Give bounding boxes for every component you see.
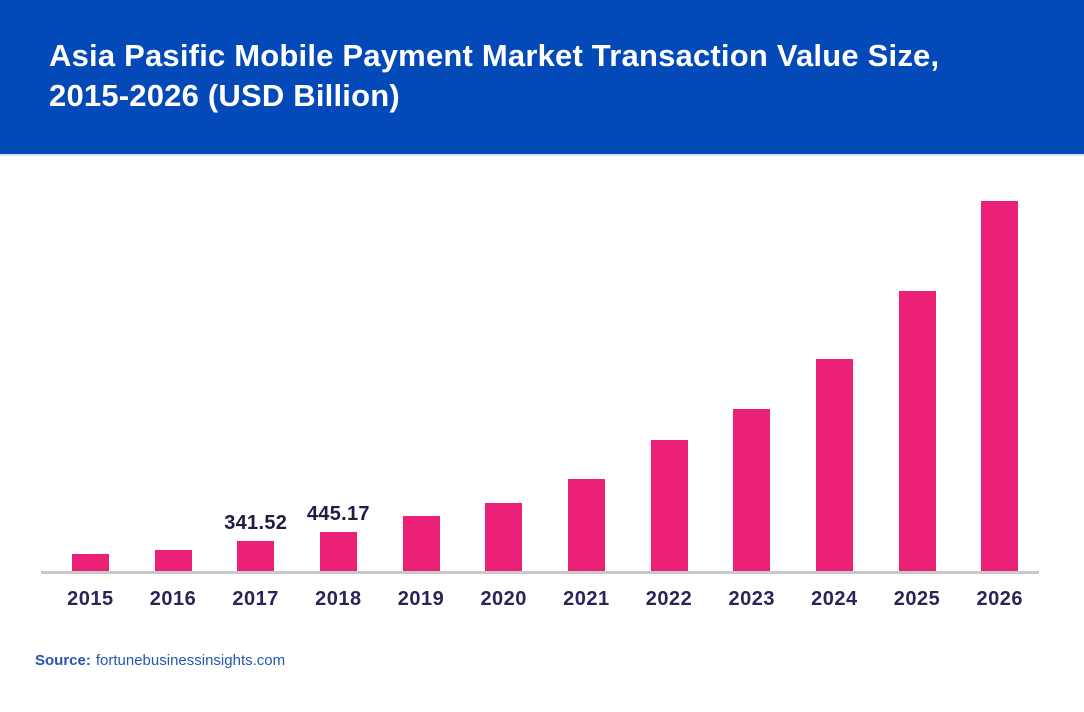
bar-2024 — [815, 359, 853, 571]
x-tick-2023: 2023 — [728, 588, 775, 610]
x-tick-2024: 2024 — [811, 588, 858, 610]
bar-column-2016 — [132, 550, 215, 571]
x-tick-2016: 2016 — [149, 588, 197, 610]
bar-2023 — [733, 409, 771, 571]
bar-2025 — [898, 291, 936, 571]
x-axis-line — [41, 571, 1039, 574]
bar-2026 — [981, 201, 1019, 571]
bar-column-2023 — [710, 409, 793, 571]
bar-2015 — [71, 554, 109, 571]
x-tick-2015: 2015 — [67, 588, 114, 610]
bar-column-2021 — [545, 479, 628, 571]
bar-column-2025 — [876, 291, 959, 571]
source-value: fortunebusinessinsights.com — [95, 652, 286, 669]
plot-columns: 341.52 445.17 — [49, 195, 1041, 571]
bar-2018 — [319, 532, 357, 571]
bar-value-label-2018: 445.17 — [306, 503, 370, 525]
source-line: Source: fortunebusinessinsights.com — [35, 652, 285, 669]
bar-column-2020 — [462, 503, 545, 571]
x-tick-2018: 2018 — [315, 588, 362, 610]
x-tick-2025: 2025 — [893, 588, 941, 610]
header-banner: Asia Pasific Mobile Payment Market Trans… — [0, 0, 1084, 154]
bar-column-2018: 445.17 — [297, 503, 380, 571]
bar-2022 — [650, 440, 688, 571]
bar-2020 — [485, 503, 523, 571]
page-title-line1: Asia Pasific Mobile Payment Market Trans… — [49, 38, 940, 73]
x-tick-2026: 2026 — [976, 588, 1023, 610]
bar-column-2019 — [380, 516, 463, 571]
page-title: Asia Pasific Mobile Payment Market Trans… — [49, 36, 1044, 116]
x-axis-labels: 2015 2016 2017 2018 2019 2020 2021 2022 2023 2024… — [49, 588, 1041, 611]
bar-column-2017: 341.52 — [214, 512, 297, 571]
page-title-line2: 2015-2026 (USD Billion) — [49, 78, 400, 113]
source-label: Source: — [35, 652, 91, 669]
bar-column-2022 — [628, 440, 711, 571]
x-tick-2020: 2020 — [480, 588, 527, 610]
bar-2021 — [567, 479, 605, 571]
x-tick-2021: 2021 — [563, 588, 610, 610]
banner-separator — [0, 154, 1084, 156]
bar-column-2026 — [958, 201, 1041, 571]
x-tick-2019: 2019 — [397, 588, 445, 610]
x-tick-2022: 2022 — [645, 588, 693, 610]
bar-value-label-2017: 341.52 — [224, 512, 288, 534]
bar-column-2024 — [793, 359, 876, 571]
bar-2019 — [402, 516, 440, 571]
x-tick-2017: 2017 — [232, 588, 279, 610]
bar-2016 — [154, 550, 192, 571]
bar-2017 — [237, 541, 275, 571]
bar-column-2015 — [49, 554, 132, 571]
